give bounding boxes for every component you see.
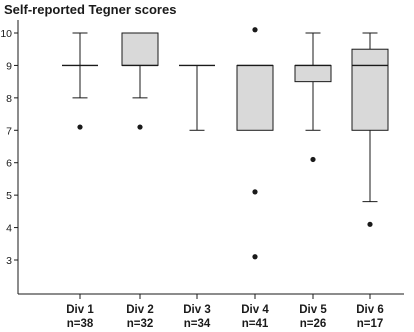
- x-sample-size-label: n=26: [300, 318, 327, 330]
- outlier-point: [367, 221, 373, 227]
- x-sample-size-label: n=32: [127, 318, 154, 330]
- box-iqr: [351, 48, 389, 131]
- x-sample-size-label: n=34: [184, 318, 211, 330]
- x-sample-size-label: n=17: [357, 318, 384, 330]
- x-category-label: Div 5: [299, 304, 327, 316]
- outlier-point: [77, 124, 83, 130]
- box-iqr: [236, 64, 274, 131]
- box-iqr: [121, 32, 159, 66]
- y-tick-label: 3: [6, 255, 12, 267]
- chart-title: Self-reported Tegner scores: [4, 2, 177, 17]
- y-tick-label: 5: [6, 190, 12, 202]
- y-tick-label: 10: [0, 28, 12, 40]
- y-tick-label: 9: [6, 60, 12, 72]
- x-category-label: Div 3: [183, 304, 211, 316]
- x-category-label: Div 1: [66, 304, 94, 316]
- x-sample-size-label: n=38: [67, 318, 94, 330]
- box-iqr: [294, 64, 332, 83]
- y-tick-label: 4: [6, 223, 12, 235]
- y-tick-label: 8: [6, 93, 12, 105]
- x-category-label: Div 6: [356, 304, 384, 316]
- outlier-point: [137, 124, 143, 130]
- x-sample-size-label: n=41: [242, 318, 269, 330]
- outlier-point: [310, 156, 316, 163]
- y-tick-label: 6: [6, 158, 12, 170]
- x-category-label: Div 4: [241, 304, 269, 316]
- outlier-point: [252, 27, 258, 33]
- x-category-label: Div 2: [126, 304, 154, 316]
- outlier-point: [252, 254, 258, 260]
- y-tick-label: 7: [6, 125, 12, 137]
- outlier-point: [252, 189, 258, 195]
